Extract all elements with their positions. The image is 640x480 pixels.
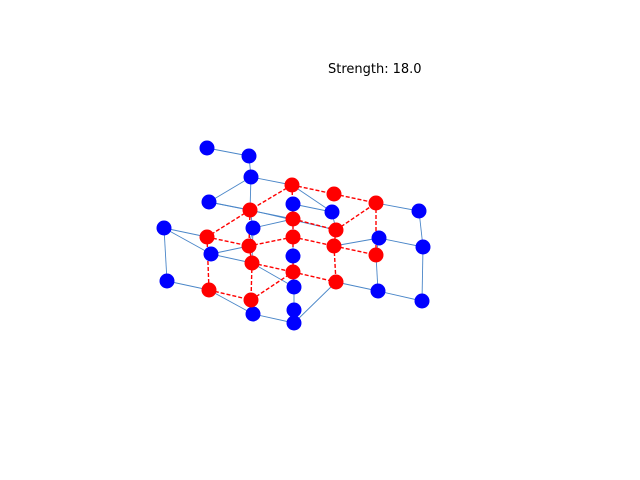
red-node (368, 247, 384, 263)
blue-edge (163, 227, 212, 255)
red-node (243, 292, 259, 308)
strength-value: 18.0 (392, 62, 422, 77)
blue-node (285, 196, 301, 212)
blue-edge (251, 262, 295, 288)
red-node (199, 229, 215, 245)
blue-node (245, 306, 261, 322)
blue-node (370, 283, 386, 299)
blue-edge (291, 184, 333, 213)
blue-edge (333, 237, 380, 247)
strength-readout: Strength: 18.0 (328, 62, 422, 77)
blue-node (286, 315, 302, 331)
blue-edge (421, 246, 424, 302)
blue-node (245, 220, 261, 236)
blue-node (286, 302, 302, 318)
blue-node (156, 220, 172, 236)
strength-label: Strength: (328, 62, 389, 77)
red-node (326, 186, 342, 202)
red-node (284, 177, 300, 193)
blue-node (241, 148, 257, 164)
node-group (156, 140, 431, 331)
red-edge (206, 209, 251, 238)
red-edge (335, 202, 377, 231)
blue-edge (377, 290, 423, 302)
blue-edge (293, 281, 337, 324)
blue-node (159, 273, 175, 289)
red-edge (206, 236, 210, 291)
red-node (285, 264, 301, 280)
red-edge (250, 271, 294, 301)
red-node (368, 195, 384, 211)
red-node (328, 274, 344, 290)
red-node (328, 222, 344, 238)
blue-node (199, 140, 215, 156)
blue-node (203, 246, 219, 262)
red-node (326, 238, 342, 254)
red-node (244, 255, 260, 271)
blue-edge (208, 289, 254, 315)
blue-node (286, 279, 302, 295)
red-node (285, 211, 301, 227)
red-edge (249, 184, 293, 211)
red-node (241, 238, 257, 254)
red-node (242, 202, 258, 218)
red-node (285, 229, 301, 245)
blue-node (371, 230, 387, 246)
blue-node (243, 169, 259, 185)
blue-edge (208, 176, 252, 203)
blue-node (285, 248, 301, 264)
red-node (201, 282, 217, 298)
blue-node (324, 204, 340, 220)
blue-node (415, 239, 431, 255)
blue-node (414, 293, 430, 309)
blue-edge (163, 227, 168, 282)
blue-node (201, 194, 217, 210)
blue-node (411, 203, 427, 219)
